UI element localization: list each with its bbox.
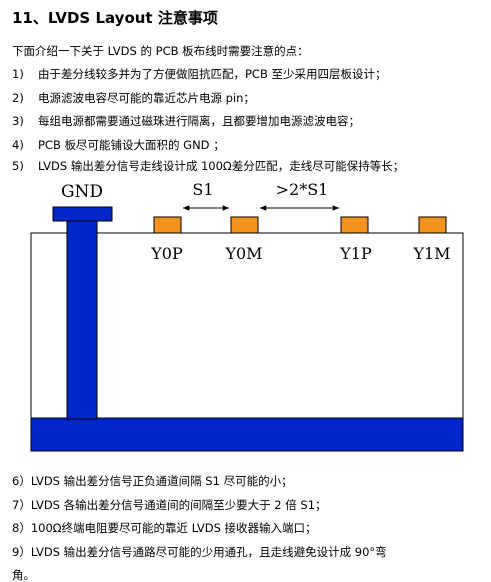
item-text: LVDS 输出差分信号走线设计成 100Ω差分匹配，走线尽可能保持等长； bbox=[38, 159, 405, 173]
list-item: 5) LVDS 输出差分信号走线设计成 100Ω差分匹配，走线尽可能保持等长； bbox=[12, 159, 404, 173]
list-item: 2) 电源滤波电容尽可能的靠近芯片电源 pin； bbox=[12, 91, 255, 105]
list-item-continuation: 角。 bbox=[12, 568, 35, 582]
pcb-cross-section-diagram: GND S1 >2*S1 Y0P Y0M Y1P Y1M bbox=[30, 180, 464, 452]
list-item: 3) 每组电源都需要通过磁珠进行隔离，且都要增加电源滤波电容； bbox=[12, 114, 360, 128]
gnd-via-cap bbox=[52, 206, 113, 222]
list-item: 9）LVDS 输出差分信号通路尽可能的少用通孔，且走线避免设计成 90°弯 bbox=[12, 545, 387, 559]
list-item: 4) PCB 板尽可能铺设大面积的 GND ； bbox=[12, 138, 225, 152]
item-number: 4) bbox=[12, 138, 24, 152]
pad-y0p bbox=[153, 216, 182, 234]
list-item: 6）LVDS 输出差分信号正负通道间隔 S1 尽可能的小； bbox=[12, 474, 293, 488]
intro-text: 下面介绍一下关于 LVDS 的 PCB 板布线时需要注意的点： bbox=[12, 44, 309, 58]
item-number: 3) bbox=[12, 114, 24, 128]
board-dielectric bbox=[30, 232, 464, 452]
item-text: 由于差分线较多并为了方便做阻抗匹配，PCB 至少采用四层板设计； bbox=[38, 67, 387, 81]
s1-label: S1 bbox=[192, 180, 213, 199]
gnd-via-stem bbox=[66, 218, 98, 420]
item-text: 电源滤波电容尽可能的靠近芯片电源 pin； bbox=[38, 91, 255, 105]
pad-y1p bbox=[340, 216, 369, 234]
pad-y0m bbox=[230, 216, 259, 234]
pad-label-y0p: Y0P bbox=[150, 244, 183, 263]
item-number: 5) bbox=[12, 159, 24, 173]
list-item: 8）100Ω终端电阻要尽可能的靠近 LVDS 接收器输入端口； bbox=[12, 521, 317, 535]
gap-label: >2*S1 bbox=[276, 180, 329, 199]
pad-label-y0m: Y0M bbox=[224, 244, 262, 263]
item-number: 1) bbox=[12, 67, 24, 81]
item-number: 2) bbox=[12, 91, 24, 105]
list-item: 1) 由于差分线较多并为了方便做阻抗匹配，PCB 至少采用四层板设计； bbox=[12, 67, 387, 81]
ground-plane bbox=[30, 417, 464, 452]
list-item: 7）LVDS 各输出差分信号通道间的间隔至少要大于 2 倍 S1； bbox=[12, 498, 327, 512]
pad-label-y1m: Y1M bbox=[412, 244, 450, 263]
pad-label-y1p: Y1P bbox=[339, 244, 372, 263]
section-title: 11、LVDS Layout 注意事项 bbox=[12, 9, 218, 27]
gnd-label: GND bbox=[61, 182, 103, 202]
item-text: PCB 板尽可能铺设大面积的 GND ； bbox=[38, 138, 225, 152]
pad-y1m bbox=[418, 216, 447, 234]
item-text: 每组电源都需要通过磁珠进行隔离，且都要增加电源滤波电容； bbox=[38, 114, 360, 128]
